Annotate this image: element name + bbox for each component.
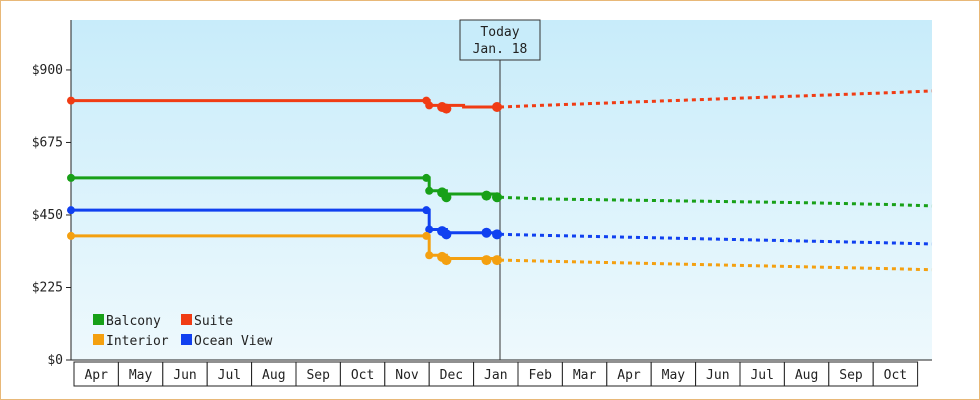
x-tick-box — [517, 361, 563, 387]
ocean-view-data-point — [67, 206, 75, 215]
x-tick-label: Aug — [795, 368, 818, 383]
x-tick-box — [473, 361, 519, 387]
x-tick-box — [828, 361, 874, 387]
today-label: Today — [480, 25, 519, 40]
x-tick-label: Aug — [262, 368, 285, 383]
suite-data-point — [441, 103, 452, 114]
x-tick-box — [783, 361, 830, 387]
y-tick-label: $900 — [32, 63, 63, 78]
x-tick-label: Oct — [884, 368, 907, 383]
interior-data-point — [422, 231, 431, 240]
balcony-data-point — [67, 173, 75, 182]
balcony-data-point — [425, 186, 434, 195]
x-tick-label: May — [662, 368, 686, 383]
x-tick-label: Apr — [84, 368, 108, 383]
interior-data-point — [481, 255, 492, 266]
x-tick-label: Sep — [839, 368, 863, 383]
x-tick-label: Apr — [617, 368, 641, 383]
interior-data-point — [67, 231, 75, 240]
x-tick-label: Oct — [351, 368, 374, 383]
ocean-view-data-point — [441, 229, 452, 240]
x-tick-label: Jul — [750, 368, 773, 383]
legend-swatch-ocean-view — [181, 334, 192, 345]
balcony-data-point — [441, 192, 452, 203]
legend-label-ocean-view: Ocean View — [194, 334, 272, 349]
x-tick-label: Jul — [218, 368, 241, 383]
x-tick-label: Feb — [528, 368, 552, 383]
today-date-label: Jan. 18 — [473, 42, 528, 57]
x-tick-box — [561, 361, 608, 387]
ocean-view-forecast-line — [499, 232, 933, 246]
x-tick-label: Sep — [306, 368, 330, 383]
ocean-view-data-point — [422, 206, 431, 215]
x-tick-label: May — [129, 368, 153, 383]
legend-swatch-interior — [93, 334, 104, 345]
suite-data-point — [425, 101, 434, 110]
x-tick-box — [251, 361, 297, 387]
suite-data-point — [492, 102, 502, 113]
x-tick-box — [872, 361, 919, 387]
x-tick-label: Mar — [573, 368, 597, 383]
x-tick-label: Jun — [706, 368, 729, 383]
legend-label-balcony: Balcony — [106, 314, 161, 329]
balcony-data-point — [492, 192, 502, 203]
x-tick-label: Jan — [484, 368, 507, 383]
x-tick-box — [117, 361, 164, 387]
y-tick-label: $0 — [47, 353, 63, 368]
y-tick-label: $225 — [32, 280, 63, 295]
legend-swatch-suite — [181, 314, 192, 325]
legend-swatch-balcony — [93, 314, 104, 325]
x-tick-label: Nov — [395, 368, 419, 383]
balcony-data-point — [422, 173, 431, 182]
ocean-view-data-point — [481, 227, 492, 238]
legend-label-interior: Interior — [106, 334, 169, 349]
today-box — [459, 19, 541, 61]
plot-area — [71, 20, 932, 360]
suite-forecast-line — [499, 89, 933, 109]
interior-forecast-line — [499, 258, 933, 272]
balcony-data-point — [481, 190, 492, 201]
x-tick-label: Jun — [173, 368, 196, 383]
x-tick-box — [606, 361, 652, 387]
balcony-forecast-line — [499, 195, 933, 208]
interior-data-point — [492, 255, 502, 266]
ocean-view-data-point — [492, 229, 502, 240]
x-tick-box — [73, 361, 119, 387]
y-tick-label: $450 — [32, 208, 63, 223]
suite-data-point — [67, 96, 75, 105]
ocean-view-data-point — [425, 225, 434, 234]
interior-data-point — [425, 251, 434, 260]
x-tick-box — [428, 361, 475, 387]
legend-label-suite: Suite — [194, 314, 233, 329]
x-tick-label: Dec — [440, 368, 463, 383]
y-tick-label: $675 — [32, 135, 63, 150]
interior-data-point — [441, 255, 452, 266]
x-tick-box — [162, 361, 208, 387]
